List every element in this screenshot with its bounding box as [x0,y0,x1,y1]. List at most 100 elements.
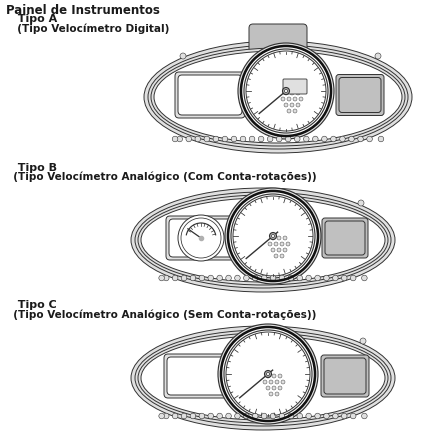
Circle shape [272,374,276,378]
Circle shape [164,413,169,419]
Text: Painel de Instrumentos: Painel de Instrumentos [6,4,160,17]
Circle shape [252,275,258,281]
Circle shape [350,413,356,419]
Circle shape [244,49,328,133]
Circle shape [290,103,294,107]
Circle shape [283,248,287,252]
FancyBboxPatch shape [339,78,381,112]
FancyBboxPatch shape [249,24,307,54]
Ellipse shape [154,51,402,143]
Circle shape [246,51,326,131]
Circle shape [195,136,201,142]
Circle shape [159,275,164,281]
Circle shape [241,46,331,136]
Circle shape [266,386,270,390]
FancyBboxPatch shape [164,354,230,398]
Circle shape [269,392,273,396]
Circle shape [277,248,281,252]
Circle shape [278,386,282,390]
Ellipse shape [131,188,395,292]
Circle shape [295,136,300,142]
Text: (Tipo Velocímetro Digital): (Tipo Velocímetro Digital) [10,23,170,34]
Circle shape [362,413,367,419]
Circle shape [218,324,318,424]
Circle shape [296,91,300,95]
Circle shape [208,275,213,281]
Text: (Tipo Velocímetro Analógico (Sem Conta-rotações)): (Tipo Velocímetro Analógico (Sem Conta-r… [6,309,316,319]
Circle shape [286,242,290,246]
Circle shape [358,200,364,206]
Circle shape [217,275,222,281]
Circle shape [299,97,303,101]
Circle shape [293,109,297,113]
Circle shape [199,275,205,281]
Ellipse shape [138,195,388,285]
Circle shape [271,236,275,240]
Circle shape [306,413,312,419]
Circle shape [288,275,294,281]
Circle shape [269,232,277,239]
Circle shape [378,136,384,142]
Circle shape [276,136,282,142]
FancyBboxPatch shape [166,216,236,260]
Circle shape [270,413,276,419]
Circle shape [224,330,312,418]
Circle shape [235,413,240,419]
Circle shape [226,332,310,416]
Circle shape [181,413,187,419]
Circle shape [267,136,273,142]
Circle shape [263,380,267,384]
Circle shape [315,275,320,281]
Text: Tipo C: Tipo C [10,300,57,310]
FancyBboxPatch shape [178,75,242,115]
Circle shape [312,136,318,142]
Circle shape [180,53,186,59]
Circle shape [244,275,249,281]
Circle shape [324,275,329,281]
Circle shape [235,275,240,281]
Ellipse shape [141,336,385,420]
Circle shape [283,236,287,240]
Circle shape [172,413,178,419]
FancyBboxPatch shape [322,218,368,258]
Ellipse shape [131,326,395,430]
Circle shape [281,380,285,384]
FancyBboxPatch shape [169,219,233,257]
Circle shape [178,215,224,261]
FancyBboxPatch shape [325,221,365,255]
Circle shape [275,392,279,396]
Circle shape [287,97,291,101]
Circle shape [226,413,231,419]
Circle shape [199,413,205,419]
Circle shape [272,386,276,390]
Ellipse shape [135,330,391,426]
Circle shape [274,254,278,258]
Circle shape [186,136,192,142]
Circle shape [333,413,338,419]
Circle shape [204,136,210,142]
Circle shape [213,136,219,142]
Circle shape [222,136,228,142]
Circle shape [264,370,272,377]
Circle shape [360,338,366,344]
Ellipse shape [141,198,385,282]
Circle shape [293,97,297,101]
Circle shape [269,380,273,384]
Circle shape [190,275,196,281]
Circle shape [266,373,269,375]
Circle shape [341,413,347,419]
Circle shape [261,275,267,281]
Circle shape [249,136,255,142]
Circle shape [231,136,237,142]
Circle shape [279,275,285,281]
Circle shape [159,413,164,419]
Ellipse shape [135,192,391,288]
Circle shape [287,109,291,113]
Circle shape [284,90,287,93]
Circle shape [228,191,318,281]
FancyBboxPatch shape [167,357,227,395]
Circle shape [280,242,284,246]
Circle shape [271,248,275,252]
Circle shape [278,374,282,378]
Circle shape [286,136,291,142]
